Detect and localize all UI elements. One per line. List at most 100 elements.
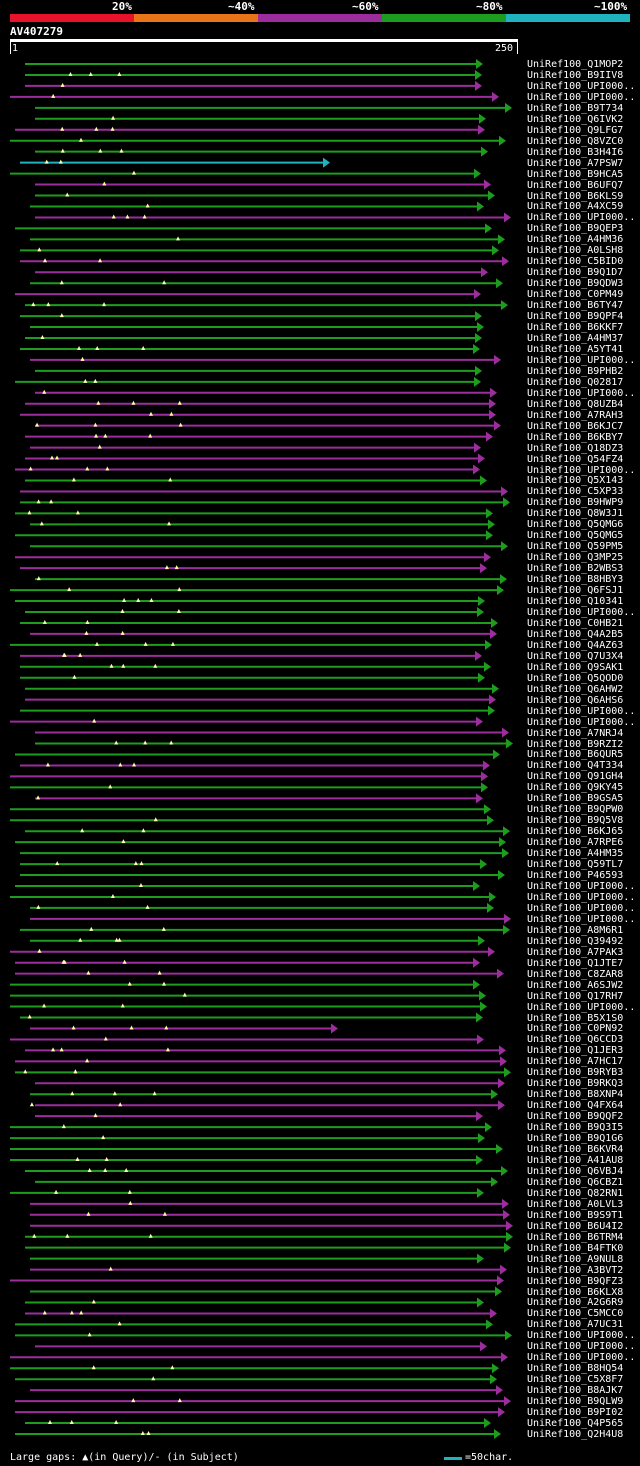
hit-label[interactable]: UniRef100_C0HB21 <box>527 617 624 629</box>
hit-label[interactable]: UniRef100_Q1MOP2 <box>527 59 624 70</box>
hit-label[interactable]: UniRef100_B9QFZ3 <box>527 1275 624 1287</box>
hit-label[interactable]: UniRef100_UPI000.. <box>527 1352 636 1364</box>
hit-label[interactable]: UniRef100_Q39492 <box>527 935 624 947</box>
hit-label[interactable]: UniRef100_Q59TL7 <box>527 859 624 871</box>
hit-label[interactable]: UniRef100_B8AJK7 <box>527 1385 624 1397</box>
hit-label[interactable]: UniRef100_B9Q1G6 <box>527 1133 624 1145</box>
hit-label[interactable]: UniRef100_B5X1S0 <box>527 1012 624 1024</box>
hit-label[interactable]: UniRef100_Q4T334 <box>527 760 624 772</box>
hit-label[interactable]: UniRef100_B9IIV8 <box>527 69 624 81</box>
hit-label[interactable]: UniRef100_C0PM49 <box>527 289 624 301</box>
hit-label[interactable]: UniRef100_B6U4I2 <box>527 1220 624 1232</box>
hit-label[interactable]: UniRef100_UPI000.. <box>527 1341 636 1353</box>
hit-label[interactable]: UniRef100_UPI000.. <box>527 354 636 366</box>
hit-label[interactable]: UniRef100_B9RKQ3 <box>527 1078 624 1090</box>
hit-label[interactable]: UniRef100_B9Q5V8 <box>527 815 624 827</box>
hit-label[interactable]: UniRef100_B6KJ65 <box>527 826 624 838</box>
hit-label[interactable]: UniRef100_Q18DZ3 <box>527 442 624 454</box>
hit-label[interactable]: UniRef100_Q1JTE7 <box>527 957 624 969</box>
hit-label[interactable]: UniRef100_Q91GH4 <box>527 771 624 783</box>
hit-label[interactable]: UniRef100_Q1JER3 <box>527 1045 624 1057</box>
hit-label[interactable]: UniRef100_B6QUR5 <box>527 749 624 761</box>
hit-label[interactable]: UniRef100_B6KLS9 <box>527 190 624 202</box>
hit-label[interactable]: UniRef100_Q5X143 <box>527 475 624 487</box>
hit-label[interactable]: UniRef100_A7RAH3 <box>527 409 624 421</box>
hit-label[interactable]: UniRef100_Q4AZ63 <box>527 639 624 651</box>
hit-label[interactable]: UniRef100_A7PSW7 <box>527 157 624 169</box>
hit-label[interactable]: UniRef100_Q6AHW2 <box>527 683 624 695</box>
hit-label[interactable]: UniRef100_Q6VBJ4 <box>527 1165 624 1177</box>
hit-label[interactable]: UniRef100_UPI000.. <box>527 913 636 925</box>
hit-label[interactable]: UniRef100_B9GSA5 <box>527 793 624 805</box>
hit-label[interactable]: UniRef100_B6KVR4 <box>527 1144 624 1156</box>
hit-label[interactable]: UniRef100_B3H4I6 <box>527 146 624 158</box>
hit-label[interactable]: UniRef100_Q6FSJ1 <box>527 585 624 597</box>
hit-label[interactable]: UniRef100_A41AU8 <box>527 1155 624 1166</box>
hit-label[interactable]: UniRef100_Q4P565 <box>527 1418 624 1430</box>
hit-label[interactable]: UniRef100_A4HM36 <box>527 234 624 246</box>
hit-label[interactable]: UniRef100_A7PAK3 <box>527 946 624 958</box>
hit-label[interactable]: UniRef100_A6SJW2 <box>527 979 624 991</box>
hit-label[interactable]: UniRef100_UPI000.. <box>527 464 636 476</box>
hit-label[interactable]: UniRef100_UPI000.. <box>527 1330 636 1342</box>
hit-label[interactable]: UniRef100_B6KBY7 <box>527 431 624 443</box>
hit-label[interactable]: UniRef100_UPI000.. <box>527 212 636 224</box>
hit-label[interactable]: UniRef100_A4XC59 <box>527 201 624 213</box>
hit-label[interactable]: UniRef100_B6KJC7 <box>527 420 624 432</box>
hit-label[interactable]: UniRef100_A9NUL8 <box>527 1253 624 1265</box>
hit-label[interactable]: UniRef100_B9QPW0 <box>527 804 624 816</box>
hit-label[interactable]: UniRef100_UPI000.. <box>527 80 636 92</box>
hit-label[interactable]: UniRef100_Q8VZC0 <box>527 135 624 147</box>
hit-label[interactable]: UniRef100_Q6CCD3 <box>527 1034 624 1046</box>
hit-label[interactable]: UniRef100_Q9SAK1 <box>527 661 624 673</box>
hit-label[interactable]: UniRef100_B9PI02 <box>527 1407 624 1419</box>
hit-label[interactable]: UniRef100_A7UC31 <box>527 1319 624 1331</box>
hit-label[interactable]: UniRef100_B8HBY3 <box>527 574 624 586</box>
hit-label[interactable]: UniRef100_UPI000.. <box>527 387 636 399</box>
hit-label[interactable]: UniRef100_Q8UZB4 <box>527 398 624 410</box>
hit-label[interactable]: UniRef100_Q2H4U8 <box>527 1429 624 1440</box>
hit-label[interactable]: UniRef100_Q54FZ4 <box>527 453 624 465</box>
hit-label[interactable]: UniRef100_B9QQF2 <box>527 1111 624 1123</box>
hit-label[interactable]: UniRef100_P46593 <box>527 870 624 882</box>
hit-label[interactable]: UniRef100_UPI000.. <box>527 705 636 717</box>
hit-label[interactable]: UniRef100_B2WBS3 <box>527 563 624 575</box>
hit-label[interactable]: UniRef100_UPI000.. <box>527 91 636 103</box>
hit-label[interactable]: UniRef100_Q59PM5 <box>527 541 624 553</box>
hit-label[interactable]: UniRef100_Q6IVK2 <box>527 113 624 125</box>
hit-label[interactable]: UniRef100_B9RZI2 <box>527 738 624 750</box>
hit-label[interactable]: UniRef100_B4FTK0 <box>527 1242 624 1254</box>
hit-label[interactable]: UniRef100_UPI000.. <box>527 891 636 903</box>
hit-label[interactable]: UniRef100_A0LVL3 <box>527 1198 624 1210</box>
hit-label[interactable]: UniRef100_C8ZAR8 <box>527 968 624 980</box>
hit-label[interactable]: UniRef100_C5X8F7 <box>527 1374 624 1386</box>
hit-label[interactable]: UniRef100_A4HM35 <box>527 848 624 860</box>
hit-label[interactable]: UniRef100_UPI000.. <box>527 607 636 618</box>
hit-label[interactable]: UniRef100_A4HM37 <box>527 333 624 344</box>
hit-label[interactable]: UniRef100_B6TRM4 <box>527 1231 624 1243</box>
hit-label[interactable]: UniRef100_B9Q3I5 <box>527 1122 624 1134</box>
hit-label[interactable]: UniRef100_Q5QOD0 <box>527 672 624 684</box>
hit-label[interactable]: UniRef100_Q17RH7 <box>527 990 624 1002</box>
hit-label[interactable]: UniRef100_A8M6R1 <box>527 924 624 936</box>
hit-label[interactable]: UniRef100_B9S9T1 <box>527 1209 624 1221</box>
hit-label[interactable]: UniRef100_Q82RN1 <box>527 1187 624 1199</box>
hit-label[interactable]: UniRef100_B9RYB3 <box>527 1067 624 1079</box>
hit-label[interactable]: UniRef100_B6UFQ7 <box>527 179 624 191</box>
hit-label[interactable]: UniRef100_A2G6R9 <box>527 1297 624 1309</box>
hit-label[interactable]: UniRef100_B9QLW9 <box>527 1396 624 1408</box>
hit-label[interactable]: UniRef100_B9QEP3 <box>527 223 624 235</box>
hit-label[interactable]: UniRef100_Q02817 <box>527 376 624 388</box>
hit-label[interactable]: UniRef100_UPI000.. <box>527 881 636 892</box>
hit-label[interactable]: UniRef100_C0PN92 <box>527 1023 624 1035</box>
hit-label[interactable]: UniRef100_C5XP33 <box>527 486 624 498</box>
hit-label[interactable]: UniRef100_B9QPF4 <box>527 311 624 323</box>
hit-label[interactable]: UniRef100_B8HQ54 <box>527 1363 624 1375</box>
hit-label[interactable]: UniRef100_A7RPE6 <box>527 837 624 849</box>
hit-label[interactable]: UniRef100_Q9KY45 <box>527 782 624 794</box>
hit-label[interactable]: UniRef100_B9T734 <box>527 102 624 114</box>
hit-label[interactable]: UniRef100_B9HCA5 <box>527 168 624 180</box>
hit-label[interactable]: UniRef100_B6TY47 <box>527 300 624 312</box>
hit-label[interactable]: UniRef100_B9Q1D7 <box>527 267 624 279</box>
hit-label[interactable]: UniRef100_Q6CBZ1 <box>527 1176 624 1188</box>
